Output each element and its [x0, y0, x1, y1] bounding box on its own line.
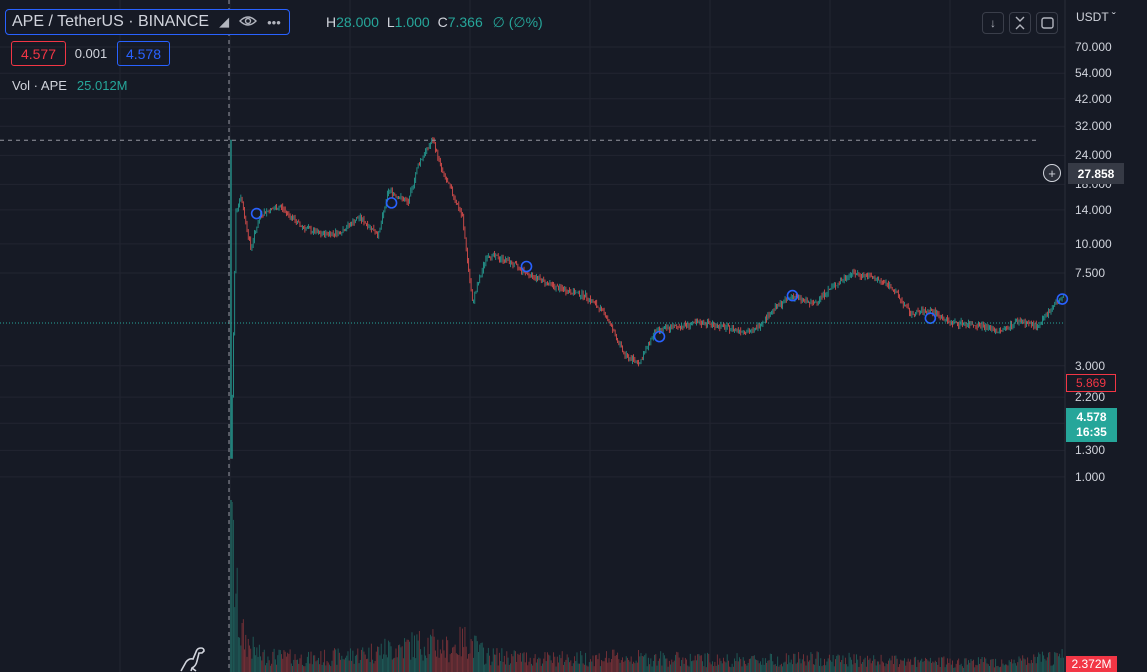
flag-icon[interactable]: ◢: [219, 14, 230, 29]
price-tick: 3.000: [1075, 358, 1106, 373]
price-tick: 24.000: [1075, 148, 1112, 163]
chevron-down-icon[interactable]: ˇ: [1108, 10, 1116, 24]
volume-value: 25.012M: [76, 78, 128, 93]
price-tick: 32.000: [1075, 119, 1112, 134]
buy-button[interactable]: 4.578: [117, 41, 170, 66]
event-marker: [1056, 293, 1069, 305]
collapse-icon[interactable]: [1009, 12, 1031, 34]
sell-button[interactable]: 4.577: [11, 41, 66, 66]
event-marker: [653, 330, 666, 343]
symbol-title[interactable]: APE / TetherUS · BINANCE: [12, 13, 210, 30]
event-marker: [385, 197, 398, 209]
more-icon[interactable]: •••: [267, 14, 281, 30]
price-tick: 1.000: [1075, 469, 1106, 484]
price-tick: 1.300: [1075, 443, 1106, 458]
close-key: C: [437, 14, 448, 30]
last-price-value: 4.578: [1076, 410, 1107, 424]
event-marker: [786, 289, 799, 302]
countdown-value: 16:35: [1076, 425, 1107, 439]
volume-name: Vol · APE: [12, 78, 67, 93]
symbol-legend[interactable]: APE / TetherUS · BINANCE ◢ •••: [5, 9, 290, 35]
price-tick: 2.200: [1075, 390, 1106, 405]
low-value: 1.000: [394, 14, 430, 30]
volume-legend[interactable]: Vol · APE 25.012M: [12, 78, 128, 93]
low-key: L: [386, 14, 395, 30]
last-price-label: 4.578 16:35: [1066, 408, 1117, 442]
price-tick: 7.500: [1075, 266, 1106, 281]
event-marker: [250, 207, 263, 220]
change-value: ∅ (∅%): [492, 14, 543, 30]
price-tick: 14.000: [1075, 202, 1112, 217]
currency-selector[interactable]: USDT ˇ: [1076, 10, 1116, 24]
volume-last-label: 2.372M: [1066, 656, 1117, 672]
dino-logo-icon: [180, 647, 205, 672]
arrow-down-icon[interactable]: ↓: [982, 12, 1004, 34]
high-key: H: [326, 14, 337, 30]
eye-icon[interactable]: [239, 15, 258, 30]
high-price-label: 5.869: [1066, 374, 1116, 392]
add-plus-icon[interactable]: +: [1043, 164, 1061, 182]
close-value: 7.366: [447, 14, 483, 30]
fullscreen-icon[interactable]: [1036, 12, 1058, 34]
price-tick: 42.000: [1075, 91, 1112, 106]
currency-label[interactable]: USDT: [1076, 10, 1109, 24]
event-marker: [520, 260, 533, 273]
crosshair-price-label: 27.858: [1068, 163, 1124, 184]
high-value: 28.000: [336, 14, 379, 30]
ohlc-values: H28.000 L1.000 C7.366 ∅ (∅%): [326, 14, 543, 31]
price-tick: 10.000: [1075, 236, 1112, 251]
spread-value: 0.001: [74, 46, 108, 61]
price-tick: 70.000: [1075, 40, 1112, 54]
price-tick: 54.000: [1075, 66, 1112, 81]
event-marker: [924, 312, 937, 324]
